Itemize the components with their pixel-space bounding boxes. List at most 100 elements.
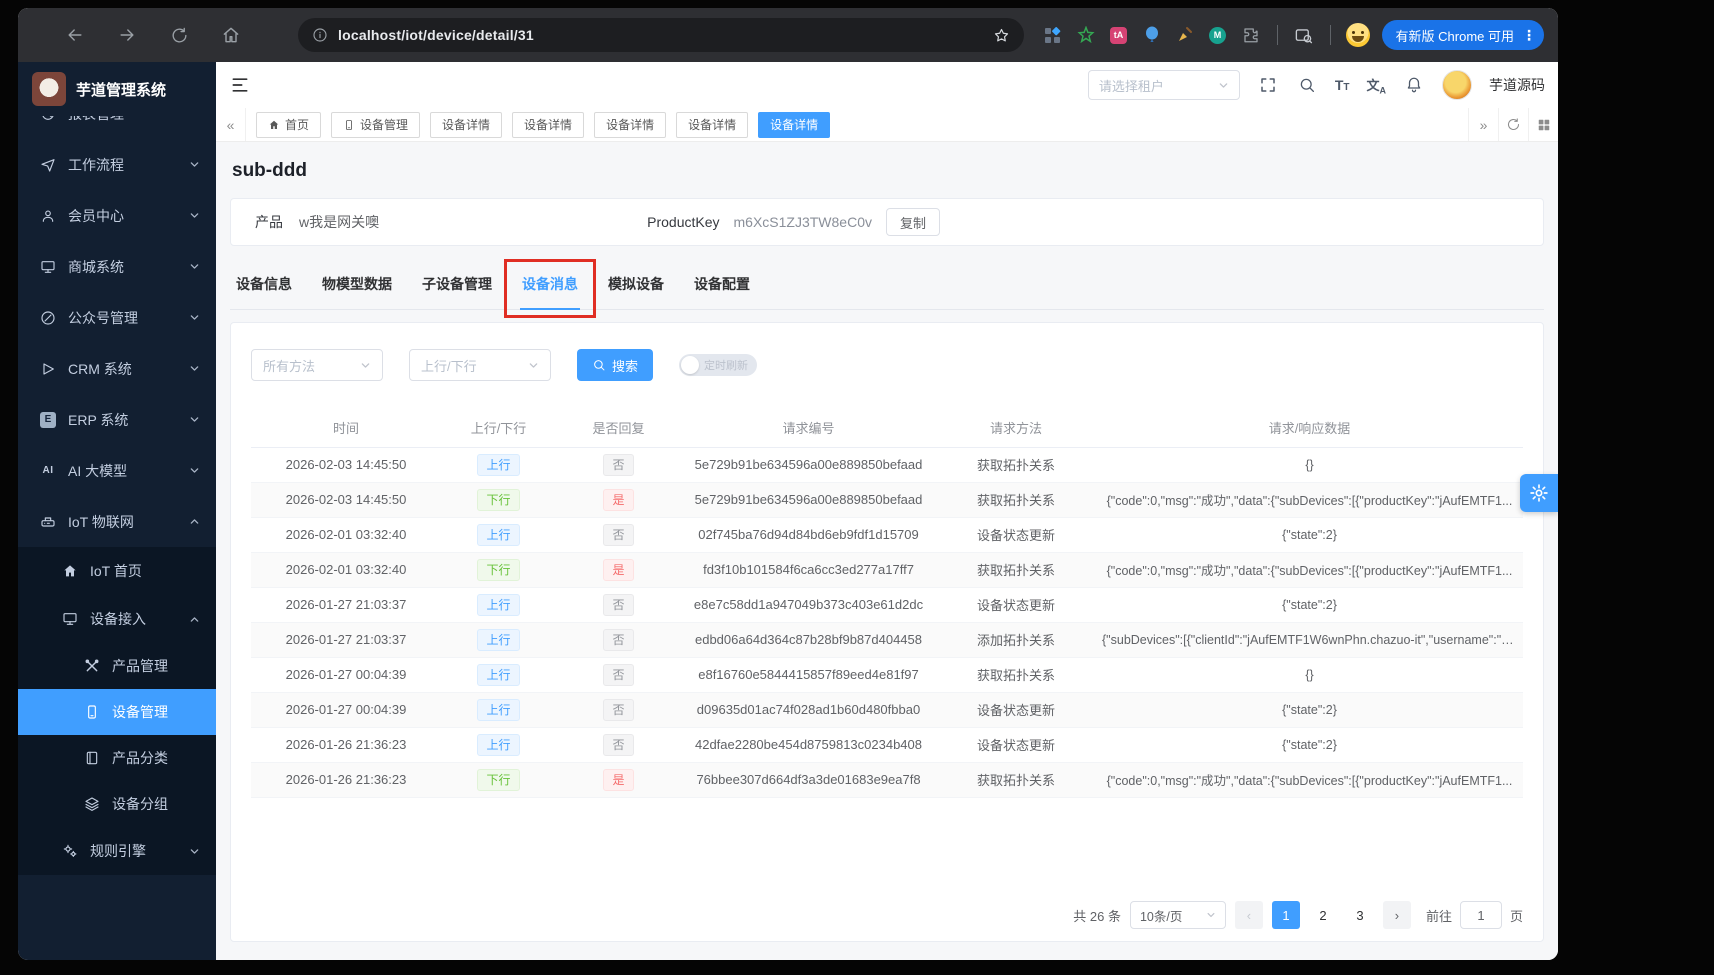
tab-device-config[interactable]: 设备配置 bbox=[694, 276, 750, 292]
direction-badge: 上行 bbox=[477, 733, 520, 756]
reply-badge: 否 bbox=[603, 663, 634, 686]
chevron-down-icon bbox=[1219, 82, 1228, 88]
direction-badge: 下行 bbox=[477, 768, 520, 791]
table-row: 2026-02-03 14:45:50 上行 否 5e729b91be63459… bbox=[251, 447, 1523, 483]
next-page-icon[interactable]: › bbox=[1382, 901, 1411, 929]
sidebar-item-product-management[interactable]: 产品管理 bbox=[18, 643, 216, 689]
sidebar-item-ai[interactable]: AI AI 大模型 bbox=[18, 445, 216, 496]
theme-settings-button[interactable] bbox=[1520, 474, 1558, 512]
cell-direction: 下行 bbox=[441, 762, 556, 798]
menu-fold-icon[interactable] bbox=[224, 69, 256, 101]
cell-request-id: 5e729b91be634596a00e889850befaad bbox=[681, 447, 936, 483]
font-size-icon[interactable]: TT bbox=[1334, 77, 1350, 93]
bookmark-star-icon[interactable] bbox=[993, 27, 1010, 44]
screenshot-tool-icon[interactable] bbox=[1293, 24, 1315, 46]
reload-icon[interactable] bbox=[166, 22, 192, 48]
sidebar-menu: 报表管理 工作流程 会员中心 商城系统 bbox=[18, 116, 216, 960]
workflow-icon bbox=[41, 158, 55, 172]
sidebar-item-device-group[interactable]: 设备分组 bbox=[18, 781, 216, 827]
tag-label: 设备管理 bbox=[360, 118, 409, 132]
tag-device-detail[interactable]: 设备详情 bbox=[430, 111, 503, 138]
sidebar-item-erp[interactable]: E ERP 系统 bbox=[18, 394, 216, 445]
cell-method: 添加拓扑关系 bbox=[936, 622, 1096, 658]
sidebar-item-label: IoT 首页 bbox=[90, 563, 142, 579]
url-text[interactable]: localhost/iot/device/detail/31 bbox=[338, 27, 534, 43]
method-select[interactable]: 所有方法 bbox=[251, 349, 383, 381]
page-number-2[interactable]: 2 bbox=[1319, 907, 1327, 923]
tag-device-detail-active[interactable]: 设备详情 bbox=[758, 111, 831, 138]
tags-scroll-left-icon[interactable]: « bbox=[216, 108, 246, 141]
tab-thing-model-data[interactable]: 物模型数据 bbox=[322, 276, 392, 292]
goto-label: 前往 bbox=[1425, 908, 1452, 924]
auto-refresh-toggle[interactable]: 定时刷新 bbox=[679, 354, 758, 376]
extension-m-icon[interactable]: M bbox=[1207, 24, 1229, 46]
extension-translate-icon[interactable]: tA bbox=[1108, 24, 1130, 46]
direction-select[interactable]: 上行/下行 bbox=[409, 349, 551, 381]
search-icon[interactable] bbox=[1296, 74, 1318, 96]
tag-device-management[interactable]: 设备管理 bbox=[331, 111, 421, 138]
tag-device-detail[interactable]: 设备详情 bbox=[594, 111, 667, 138]
cell-method: 获取拓扑关系 bbox=[936, 447, 1096, 483]
sidebar-item-product-category[interactable]: 产品分类 bbox=[18, 735, 216, 781]
tab-device-info[interactable]: 设备信息 bbox=[236, 276, 292, 292]
direction-select-placeholder: 上行/下行 bbox=[421, 358, 477, 374]
sidebar-item-official-account[interactable]: 公众号管理 bbox=[18, 292, 216, 343]
sidebar-item-iot-home[interactable]: IoT 首页 bbox=[18, 547, 216, 595]
profile-avatar[interactable] bbox=[1345, 23, 1370, 47]
address-bar[interactable]: localhost/iot/device/detail/31 bbox=[298, 18, 1024, 52]
sidebar-item-label: 工作流程 bbox=[68, 156, 124, 173]
sidebar-item-rule-engine[interactable]: 规则引擎 bbox=[18, 827, 216, 875]
mall-icon bbox=[41, 260, 55, 273]
sidebar-item-device-management[interactable]: 设备管理 bbox=[18, 689, 216, 735]
site-info-icon[interactable] bbox=[312, 27, 328, 43]
search-button[interactable]: 搜索 bbox=[577, 349, 654, 381]
sidebar-item-member[interactable]: 会员中心 bbox=[18, 190, 216, 241]
extension-balloon-icon[interactable] bbox=[1141, 24, 1163, 46]
tags-scroll-right-icon[interactable]: » bbox=[1468, 108, 1498, 141]
browser-menu-icon[interactable]: ⋮ bbox=[1522, 27, 1536, 43]
user-avatar[interactable] bbox=[1442, 70, 1472, 100]
product-value: w我是网关噢 bbox=[299, 214, 380, 230]
chrome-update-button[interactable]: 有新版 Chrome 可用 ⋮ bbox=[1381, 20, 1544, 50]
prev-page-icon[interactable]: ‹ bbox=[1234, 901, 1263, 929]
tag-device-detail[interactable]: 设备详情 bbox=[512, 111, 585, 138]
extension-puzzle-icon[interactable] bbox=[1240, 24, 1262, 46]
copy-button[interactable]: 复制 bbox=[885, 208, 940, 236]
page-number-1[interactable]: 1 bbox=[1271, 901, 1300, 929]
tab-device-message[interactable]: 设备消息 bbox=[504, 259, 596, 318]
page-size-select[interactable]: 10条/页 bbox=[1129, 901, 1226, 929]
back-icon[interactable] bbox=[62, 22, 88, 48]
tab-simulate-device[interactable]: 模拟设备 bbox=[608, 276, 664, 292]
tags-refresh-icon[interactable] bbox=[1498, 108, 1528, 141]
cell-direction: 上行 bbox=[441, 447, 556, 483]
page-number-3[interactable]: 3 bbox=[1356, 907, 1364, 923]
fullscreen-icon[interactable] bbox=[1257, 74, 1279, 96]
tab-sub-device-management[interactable]: 子设备管理 bbox=[422, 276, 492, 292]
brand-header[interactable]: 芋道管理系统 bbox=[18, 62, 216, 116]
extension-star-icon[interactable] bbox=[1075, 24, 1097, 46]
username[interactable]: 芋道源码 bbox=[1489, 77, 1545, 93]
browser-toolbar: localhost/iot/device/detail/31 tA M 有新版 … bbox=[18, 8, 1558, 62]
language-icon[interactable]: 文A bbox=[1366, 77, 1386, 96]
sidebar-item-label: 会员中心 bbox=[68, 207, 124, 224]
cell-request-id: fd3f10b101584f6ca6cc3ed277a17ff7 bbox=[681, 552, 936, 588]
sidebar-item-report[interactable]: 报表管理 bbox=[18, 116, 216, 139]
extension-grid-icon[interactable] bbox=[1042, 24, 1064, 46]
tags-layout-grid-icon[interactable] bbox=[1528, 108, 1558, 141]
goto-page-input[interactable] bbox=[1459, 901, 1502, 929]
sidebar-item-mall[interactable]: 商城系统 bbox=[18, 241, 216, 292]
col-reply: 是否回复 bbox=[556, 409, 681, 448]
sidebar-item-device-access[interactable]: 设备接入 bbox=[18, 595, 216, 643]
tag-device-detail[interactable]: 设备详情 bbox=[676, 111, 749, 138]
tenant-select[interactable]: 请选择租户 bbox=[1087, 70, 1240, 100]
page-title: sub-ddd bbox=[232, 160, 307, 181]
forward-icon[interactable] bbox=[114, 22, 140, 48]
sidebar-item-workflow[interactable]: 工作流程 bbox=[18, 139, 216, 190]
tag-home[interactable]: 首页 bbox=[256, 111, 322, 138]
notification-bell-icon[interactable] bbox=[1403, 74, 1425, 96]
sidebar-item-crm[interactable]: CRM 系统 bbox=[18, 343, 216, 394]
home-icon[interactable] bbox=[218, 22, 244, 48]
extension-broom-icon[interactable] bbox=[1174, 24, 1196, 46]
reply-badge: 否 bbox=[603, 698, 634, 721]
sidebar-item-iot[interactable]: IoT 物联网 bbox=[18, 496, 216, 547]
